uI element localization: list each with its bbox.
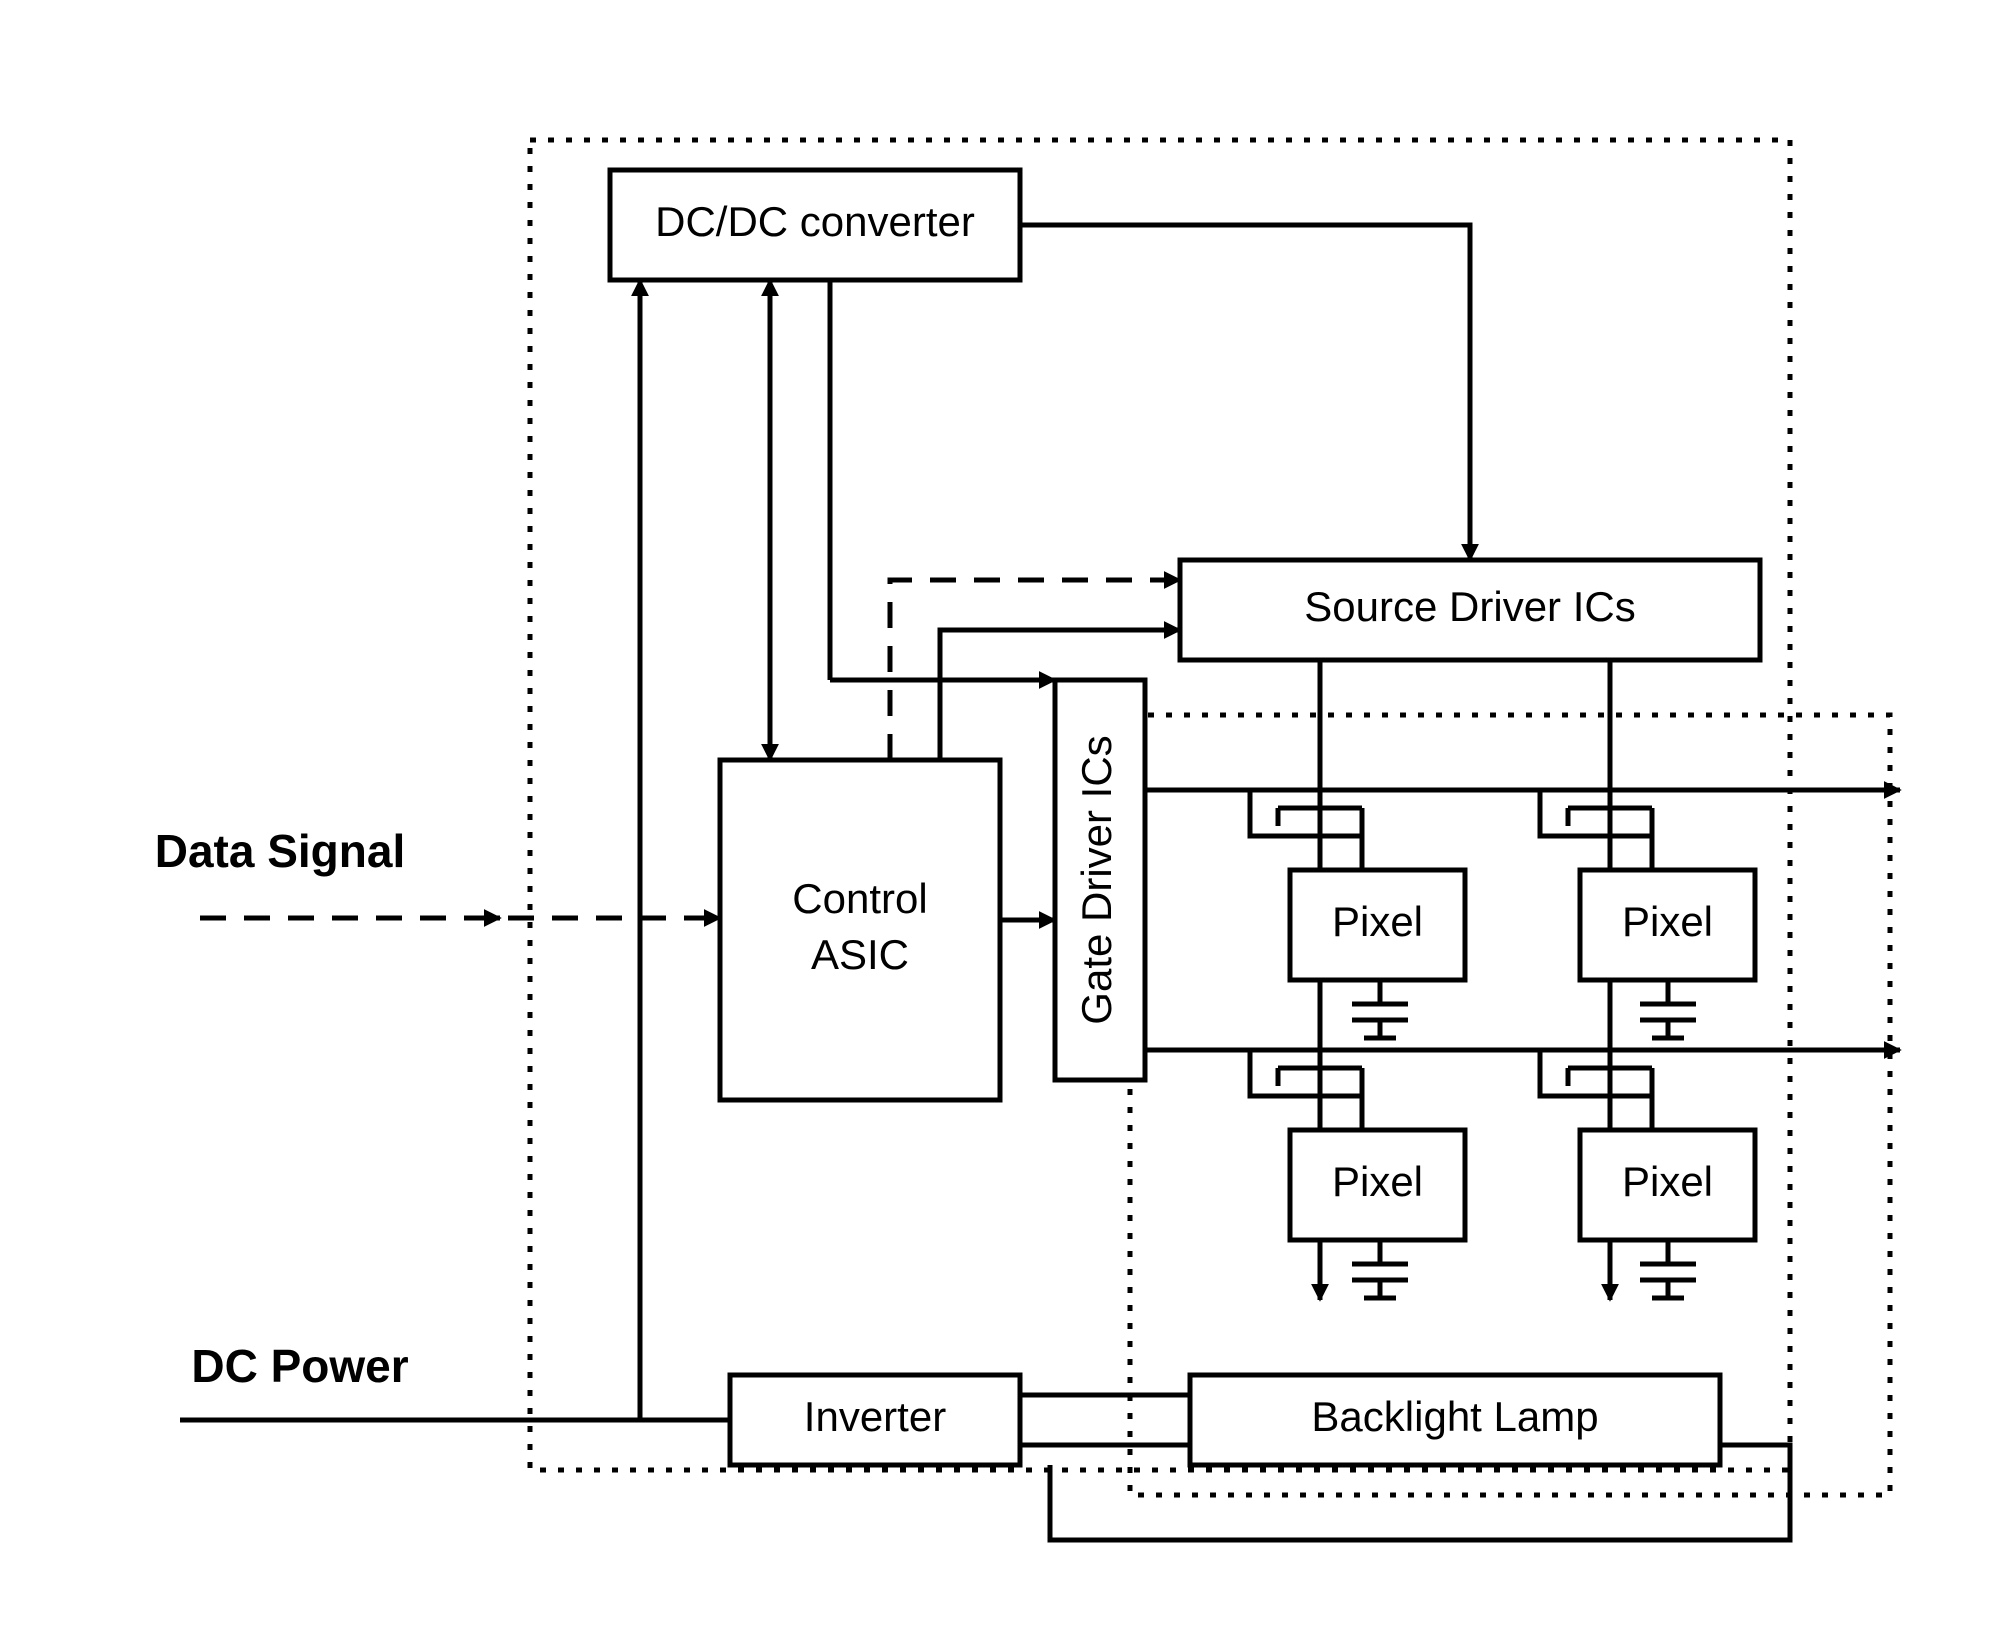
inverter-label: Inverter [804, 1393, 946, 1440]
control-label2: ASIC [811, 931, 909, 978]
pixel4-label: Pixel [1622, 1158, 1713, 1205]
dcdc_right-line [1020, 225, 1470, 560]
transistor-icon [1250, 790, 1362, 870]
capacitor-icon [1352, 980, 1408, 1038]
control-box [720, 760, 1000, 1100]
gate-label: Gate Driver ICs [1073, 735, 1120, 1024]
data-signal-label: Data Signal [155, 825, 406, 877]
control-label1: Control [792, 875, 927, 922]
transistor-icon [1540, 790, 1652, 870]
capacitor-icon [1640, 980, 1696, 1038]
backlight-label: Backlight Lamp [1311, 1393, 1598, 1440]
transistor-icon [1540, 1050, 1652, 1130]
source-label: Source Driver ICs [1304, 583, 1635, 630]
capacitor-icon [1352, 1240, 1408, 1298]
pixel1-label: Pixel [1332, 898, 1423, 945]
pixel3-label: Pixel [1332, 1158, 1423, 1205]
dc-power-label: DC Power [191, 1340, 408, 1392]
pixel2-label: Pixel [1622, 898, 1713, 945]
dcdc-label: DC/DC converter [655, 198, 975, 245]
capacitor-icon [1640, 1240, 1696, 1298]
transistor-icon [1250, 1050, 1362, 1130]
